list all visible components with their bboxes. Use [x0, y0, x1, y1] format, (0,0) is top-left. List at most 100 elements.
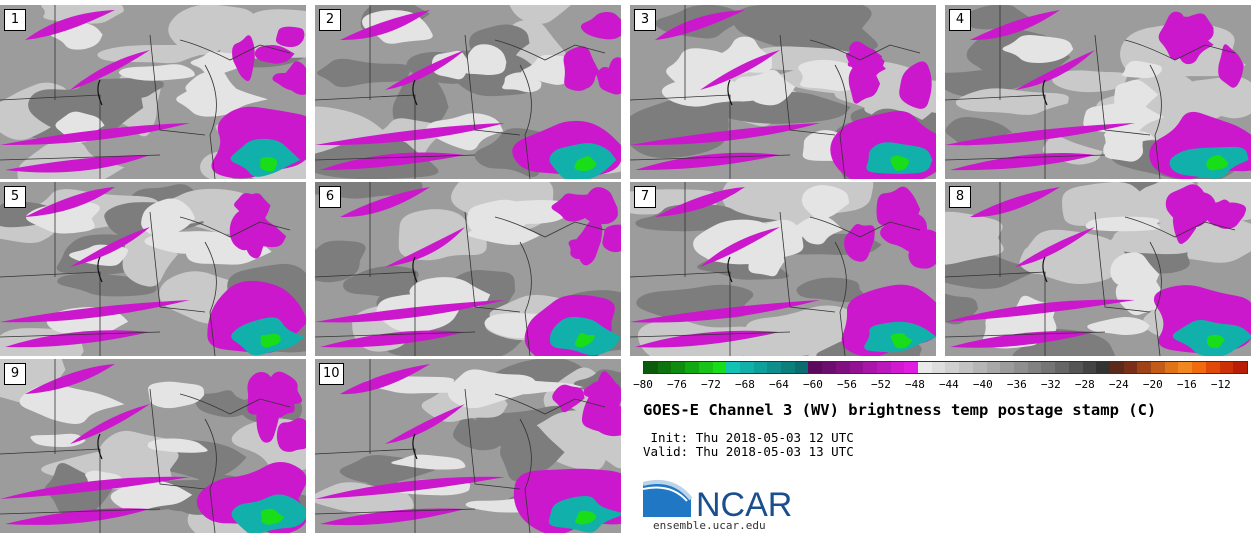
colorbar-tick-label: −64: [769, 378, 789, 391]
moisture-blob: [284, 61, 306, 95]
wv-map: [945, 5, 1251, 179]
moisture-blob: [232, 35, 255, 82]
dry-white-patch: [30, 433, 86, 448]
state-border: [315, 154, 476, 161]
wv-map: [0, 182, 306, 356]
colorbar-segment: [835, 362, 850, 373]
state-border: [0, 94, 101, 179]
dry-white-patch: [1110, 252, 1160, 294]
colorbar-segment: [1096, 362, 1110, 373]
moisture-band: [635, 330, 780, 348]
coldest-cloud-top: [574, 155, 597, 172]
moisture-blob: [254, 44, 295, 64]
member-panel-5[interactable]: 5: [0, 182, 306, 356]
member-panel-10[interactable]: 10: [315, 359, 621, 533]
state-border: [0, 448, 101, 533]
member-panel-3[interactable]: 3: [630, 5, 936, 179]
colorbar-segment: [822, 362, 836, 373]
state-border: [1094, 34, 1151, 136]
colorbar-segment: [1233, 362, 1247, 373]
river: [727, 256, 733, 283]
coastline: [1124, 39, 1236, 61]
colorbar-segment: [986, 362, 1001, 373]
state-border: [519, 241, 532, 356]
river: [1042, 256, 1048, 283]
coastline: [179, 39, 291, 61]
member-panel-2[interactable]: 2: [315, 5, 621, 179]
init-time: Thu 2018-05-03 12 UTC: [695, 430, 854, 445]
state-border: [945, 154, 1106, 161]
dry-white-patch: [1002, 34, 1074, 63]
member-panel-7[interactable]: 7: [630, 182, 936, 356]
dry-white-patch: [1122, 60, 1162, 79]
state-border: [149, 34, 206, 136]
moisture-band: [945, 123, 1135, 146]
colorbar-segment: [904, 362, 919, 373]
moisture-band: [0, 476, 190, 499]
cloud-gray-patch: [1104, 223, 1236, 255]
dry-white-patch: [176, 83, 268, 117]
colorbar-segment: [918, 362, 932, 373]
colorbar-segment: [644, 362, 658, 373]
member-panel-1[interactable]: 1: [0, 5, 306, 179]
moisture-band: [950, 153, 1095, 171]
member-panel-4[interactable]: 4: [945, 5, 1251, 179]
dry-white-patch: [19, 384, 125, 425]
member-panel-6[interactable]: 6: [315, 182, 621, 356]
moisture-band: [970, 10, 1060, 41]
cloud-gray-patch: [453, 417, 502, 451]
coastline: [809, 39, 921, 61]
colorbar-segment: [794, 362, 809, 373]
dry-white-patch: [1085, 216, 1160, 232]
moisture-blob: [1208, 202, 1247, 229]
state-border: [630, 94, 731, 179]
dry-white-patch: [391, 454, 466, 470]
moisture-band: [1015, 50, 1095, 90]
river: [1042, 79, 1048, 106]
cloud-gray-patch: [945, 211, 1004, 265]
dry-white-patch: [1103, 133, 1144, 162]
state-border: [1149, 241, 1162, 356]
wv-map: [945, 182, 1251, 356]
state-border: [945, 271, 1046, 356]
wv-map: [630, 182, 936, 356]
state-border: [834, 64, 847, 179]
moisture-band: [655, 187, 745, 217]
dry-white-patch: [118, 64, 195, 81]
cloud-gray-patch: [392, 73, 449, 128]
member-panel-9[interactable]: 9: [0, 359, 306, 533]
member-panel-8[interactable]: 8: [945, 182, 1251, 356]
colorbar-tick-label: −24: [1108, 378, 1129, 391]
init-label: Init:: [650, 430, 689, 445]
dry-white-patch: [801, 185, 850, 219]
cloud-gray-patch: [398, 209, 487, 261]
moisture-band: [950, 331, 1095, 348]
dry-white-patch: [793, 215, 843, 245]
moisture-band: [635, 152, 780, 171]
moisture-blob: [1172, 210, 1197, 245]
state-border: [779, 211, 836, 313]
colorbar-tick-label: −32: [1040, 378, 1061, 391]
cloud-gray-patch: [509, 5, 571, 24]
colorbar-tick-label: −16: [1176, 378, 1197, 391]
moisture-band: [0, 300, 190, 323]
dry-white-patch: [141, 198, 196, 236]
moisture-band: [5, 155, 150, 173]
colorbar-segment: [671, 362, 686, 373]
state-border: [630, 331, 791, 338]
valid-time-line: Valid: Thu 2018-05-03 13 UTC: [643, 444, 854, 459]
moisture-blob: [593, 405, 621, 437]
wv-map: [315, 5, 621, 179]
moisture-band: [700, 227, 780, 267]
colorbar-tick-label: −52: [870, 378, 891, 391]
colorbar-segment: [890, 362, 905, 373]
colorbar-segment: [781, 362, 795, 373]
moisture-band: [385, 404, 465, 444]
dry-white-patch: [147, 438, 208, 453]
colorbar-segment: [726, 362, 740, 373]
cloud-gray-patch: [945, 252, 1041, 289]
moisture-band: [70, 50, 150, 90]
colorbar-ticks: −80 −76 −72 −68 −64 −60 −56 −52 −48 −44 −40 −36 −32−…: [633, 378, 1248, 394]
colorbar-tick-label: −48: [904, 378, 925, 391]
map-title: GOES-E Channel 3 (WV) brightness temp po…: [643, 401, 1157, 419]
